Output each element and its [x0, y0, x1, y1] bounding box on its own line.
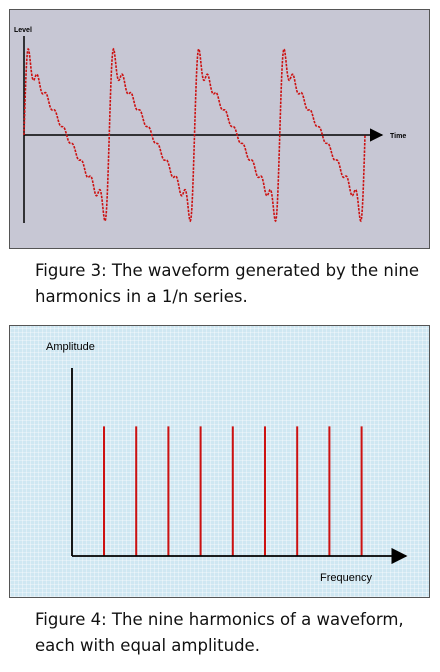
waveform-chart-panel: Level Time: [9, 9, 430, 249]
harmonics-chart: Amplitude Frequency: [46, 341, 408, 584]
x-axis-label: Time: [390, 133, 406, 140]
figure-4-caption: Figure 4: The nine harmonics of a wavefo…: [35, 610, 404, 655]
y-axis-label: Level: [14, 27, 32, 34]
waveform-chart: Level Time: [14, 27, 406, 223]
y-axis-label: Amplitude: [46, 341, 95, 353]
x-axis-label: Frequency: [320, 572, 372, 584]
waveform-line: [23, 47, 366, 223]
figure-3-caption: Figure 3: The waveform generated by the …: [35, 261, 420, 306]
harmonics-chart-panel: Amplitude Frequency: [9, 325, 430, 598]
